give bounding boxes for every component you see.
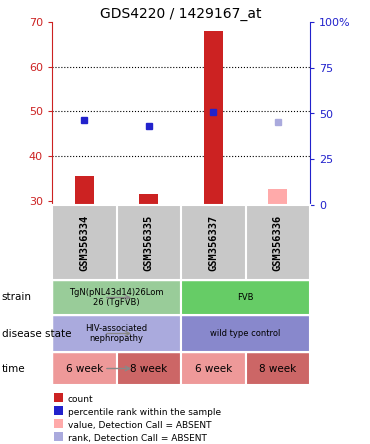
Text: disease state: disease state xyxy=(2,329,71,338)
Text: 8 week: 8 week xyxy=(130,364,167,373)
Text: rank, Detection Call = ABSENT: rank, Detection Call = ABSENT xyxy=(68,434,207,443)
Text: value, Detection Call = ABSENT: value, Detection Call = ABSENT xyxy=(68,421,212,430)
Bar xyxy=(181,352,246,385)
Bar xyxy=(52,352,117,385)
Bar xyxy=(52,280,181,315)
Bar xyxy=(268,190,287,205)
Bar xyxy=(181,315,310,352)
Text: GSM356334: GSM356334 xyxy=(79,214,89,271)
Bar xyxy=(75,176,94,205)
Text: count: count xyxy=(68,395,94,404)
Text: 6 week: 6 week xyxy=(65,364,103,373)
Text: time: time xyxy=(2,364,26,373)
Title: GDS4220 / 1429167_at: GDS4220 / 1429167_at xyxy=(100,7,262,21)
Text: strain: strain xyxy=(2,293,32,302)
Text: HIV-associated
nephropathy: HIV-associated nephropathy xyxy=(85,324,148,343)
Text: TgN(pNL43d14)26Lom
26 (TgFVB): TgN(pNL43d14)26Lom 26 (TgFVB) xyxy=(69,288,164,307)
Text: GSM356335: GSM356335 xyxy=(144,214,154,271)
Text: 8 week: 8 week xyxy=(259,364,296,373)
Bar xyxy=(181,280,310,315)
Bar xyxy=(52,315,181,352)
Text: GSM356337: GSM356337 xyxy=(208,214,218,271)
Text: wild type control: wild type control xyxy=(210,329,281,338)
Bar xyxy=(204,31,223,205)
Bar xyxy=(117,352,181,385)
Bar xyxy=(139,194,158,205)
Text: FVB: FVB xyxy=(237,293,254,302)
Text: percentile rank within the sample: percentile rank within the sample xyxy=(68,408,221,417)
Text: GSM356336: GSM356336 xyxy=(273,214,283,271)
Text: 6 week: 6 week xyxy=(195,364,232,373)
Bar xyxy=(246,352,310,385)
